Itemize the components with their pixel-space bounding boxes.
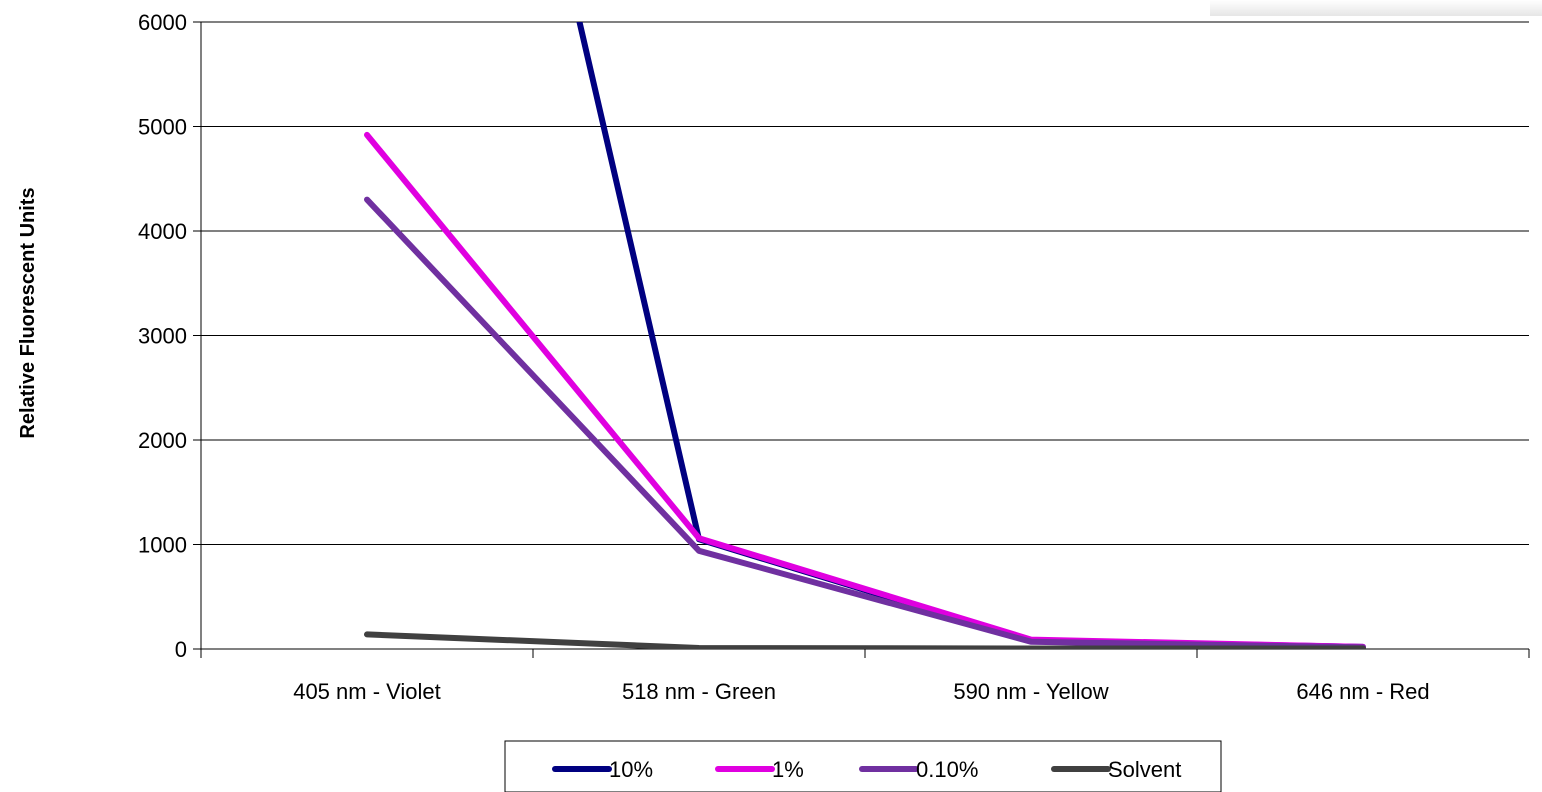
y-tick-label-6000: 6000 <box>138 10 187 35</box>
x-tick-label-2: 590 nm - Yellow <box>953 679 1108 704</box>
y-tick-label-1000: 1000 <box>138 533 187 558</box>
y-tick-label-0: 0 <box>175 637 187 662</box>
y-tick-label-5000: 5000 <box>138 115 187 140</box>
series-line-1 <box>364 131 1366 649</box>
series-lines <box>364 22 1366 649</box>
x-tick-label-3: 646 nm - Red <box>1296 679 1429 704</box>
y-axis-title: Relative Fluorescent Units <box>17 187 39 438</box>
legend-label-3: Solvent <box>1108 757 1181 782</box>
legend-label-2: 0.10% <box>916 757 978 782</box>
legend: 10% 1% 0.10% Solvent <box>504 740 1222 792</box>
y-axis-ticks: 0 1000 2000 3000 4000 5000 6000 <box>138 10 201 662</box>
x-tick-label-1: 518 nm - Green <box>622 679 776 704</box>
gridlines <box>201 21 1529 545</box>
y-tick-label-2000: 2000 <box>138 428 187 453</box>
series-line-3 <box>364 631 1366 649</box>
x-axis-ticks: 405 nm - Violet 518 nm - Green 590 nm - Ye… <box>200 649 1530 704</box>
series-line-2 <box>364 196 1366 649</box>
y-tick-label-4000: 4000 <box>138 219 187 244</box>
legend-label-1: 1% <box>772 757 804 782</box>
x-tick-label-0: 405 nm - Violet <box>293 679 441 704</box>
series-line-0 <box>576 22 1366 649</box>
corner-shade <box>1210 0 1542 16</box>
legend-label-0: 10% <box>609 757 653 782</box>
y-tick-label-3000: 3000 <box>138 324 187 349</box>
